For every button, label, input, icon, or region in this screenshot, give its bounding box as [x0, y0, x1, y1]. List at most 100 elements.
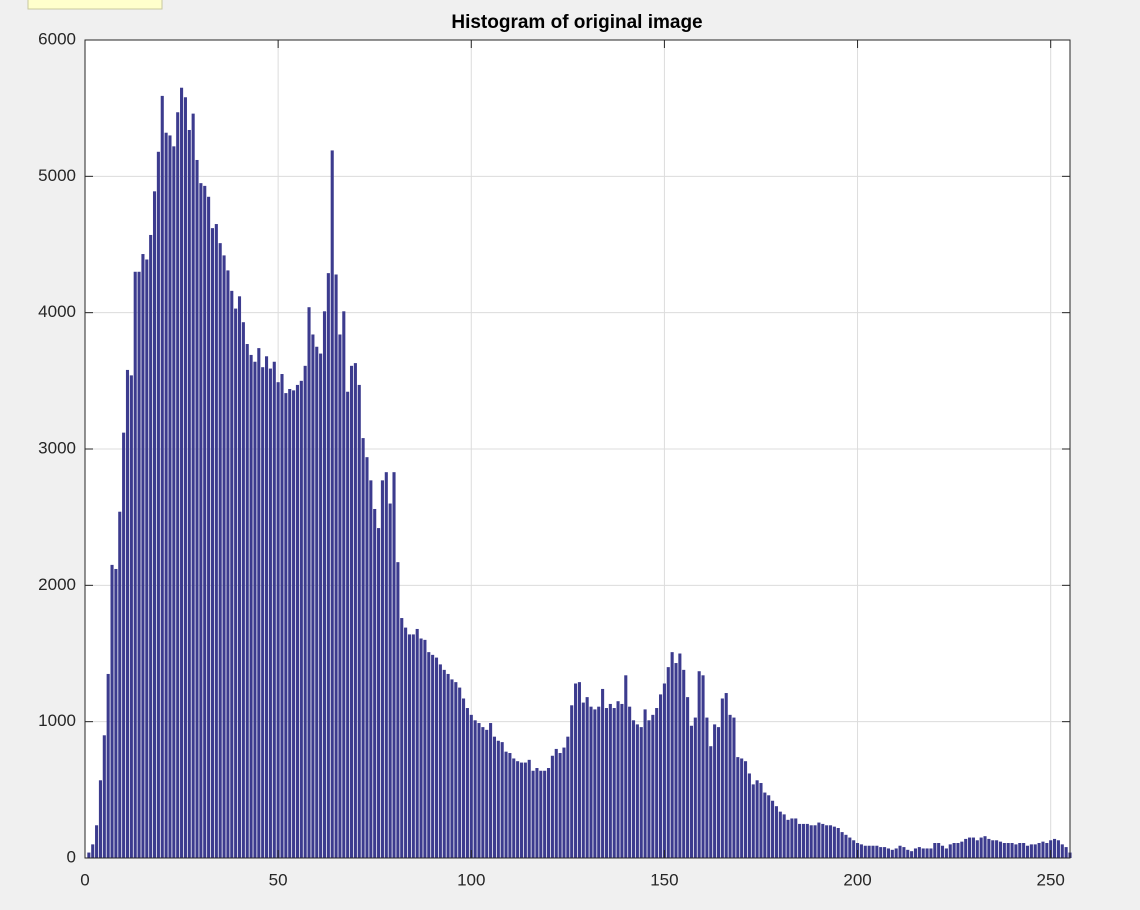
bar — [666, 667, 670, 858]
bar — [674, 663, 678, 858]
bar — [102, 735, 106, 858]
bar — [693, 717, 697, 858]
bar — [531, 770, 535, 858]
bar — [1056, 840, 1060, 858]
bar — [473, 720, 477, 858]
bar — [1064, 847, 1068, 858]
bar — [782, 814, 786, 858]
bar — [906, 849, 910, 858]
bar — [767, 795, 771, 858]
bar — [481, 727, 485, 858]
bar — [751, 784, 755, 858]
bar — [635, 724, 639, 858]
bar — [755, 780, 759, 858]
bar — [207, 196, 211, 859]
bar — [462, 698, 466, 858]
bar — [828, 825, 833, 858]
bar — [388, 503, 392, 858]
bar — [404, 627, 408, 858]
bar — [516, 761, 520, 858]
bar — [724, 693, 728, 858]
bar — [454, 682, 458, 858]
bar — [944, 848, 948, 858]
bar — [732, 717, 736, 858]
bar — [940, 845, 945, 858]
bar — [589, 706, 593, 858]
bar — [581, 702, 585, 858]
bar — [817, 822, 821, 858]
bar — [315, 346, 319, 858]
bar — [218, 243, 222, 859]
bar — [226, 270, 230, 858]
bar — [716, 727, 721, 858]
bar — [825, 825, 829, 858]
chart-title: Histogram of original image — [451, 12, 702, 33]
bar — [299, 380, 303, 858]
bar — [774, 806, 778, 858]
bar — [659, 694, 663, 858]
bar — [183, 97, 187, 858]
bar — [442, 669, 446, 858]
bar — [407, 634, 412, 858]
bar — [844, 834, 848, 858]
bar — [736, 757, 740, 858]
bar — [1014, 844, 1018, 858]
bar — [821, 823, 825, 858]
bar — [566, 736, 570, 858]
bar — [1010, 843, 1014, 858]
bar — [415, 628, 419, 858]
bar — [539, 770, 543, 858]
bar — [353, 363, 357, 858]
bar — [469, 714, 473, 858]
bar — [983, 836, 987, 858]
bar — [434, 657, 439, 858]
y-tick-label: 2000 — [38, 575, 76, 594]
bar — [241, 322, 245, 859]
bar — [601, 688, 605, 858]
bar — [114, 568, 118, 858]
bar — [125, 369, 130, 858]
bar — [689, 725, 693, 858]
bar — [384, 472, 388, 858]
bar — [145, 259, 149, 858]
bar — [106, 673, 110, 858]
bar — [492, 736, 496, 858]
bar — [210, 228, 215, 858]
bar — [786, 819, 790, 858]
bar — [686, 697, 690, 858]
y-tick-label: 1000 — [38, 711, 76, 730]
bar — [875, 845, 879, 858]
bar — [535, 768, 539, 858]
bar — [307, 307, 311, 858]
bar — [1022, 843, 1026, 858]
bar — [98, 780, 102, 858]
bar — [303, 365, 307, 858]
bar — [883, 847, 887, 858]
bar — [612, 708, 616, 858]
bar — [705, 717, 709, 858]
bar — [728, 714, 732, 858]
bar — [840, 832, 844, 858]
bar — [624, 675, 628, 858]
bar — [512, 758, 516, 858]
bar — [813, 825, 817, 858]
bar — [504, 751, 508, 858]
bar — [400, 618, 404, 858]
bar — [288, 389, 292, 858]
tooltip — [27, 0, 163, 10]
bar — [550, 755, 554, 858]
bar — [357, 384, 361, 858]
bar — [697, 671, 701, 858]
bar — [346, 391, 350, 858]
bar — [1049, 840, 1053, 858]
bar — [740, 758, 744, 858]
bar — [176, 112, 180, 859]
bar — [701, 675, 705, 858]
bar — [771, 800, 775, 858]
bar — [311, 334, 315, 859]
bar — [265, 356, 269, 858]
bar — [338, 334, 342, 859]
bar — [519, 762, 524, 858]
bar — [180, 87, 184, 858]
bar — [330, 150, 334, 858]
